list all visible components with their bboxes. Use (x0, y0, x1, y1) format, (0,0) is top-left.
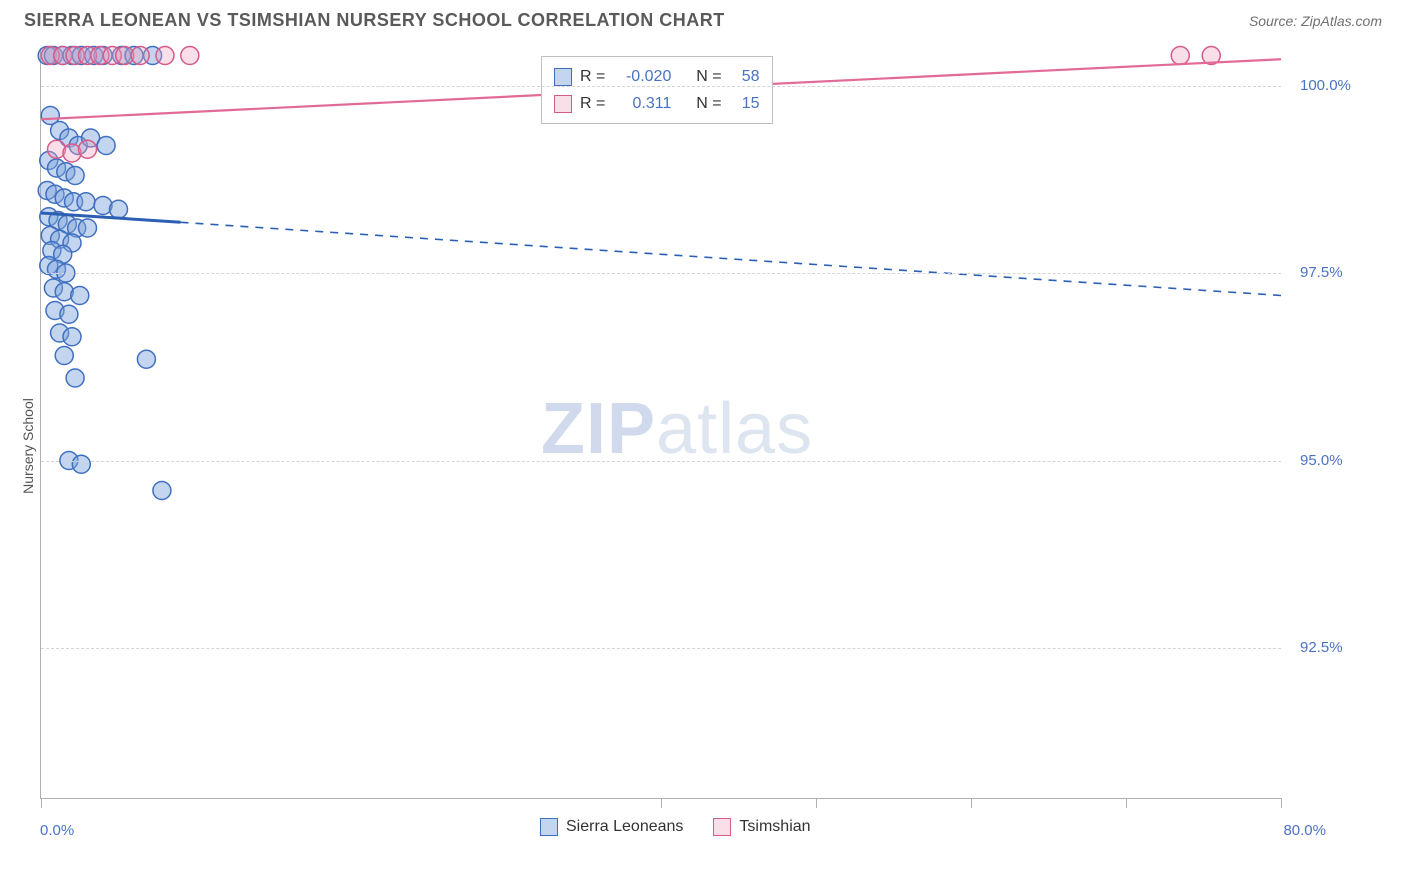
gridline (41, 461, 1281, 462)
x-tick (1126, 798, 1127, 808)
data-point (66, 369, 84, 387)
data-point (55, 347, 73, 365)
r-value-tsimshian: 0.311 (613, 90, 671, 117)
swatch-tsimshian-bottom (713, 818, 731, 836)
x-axis-min-label: 0.0% (40, 822, 74, 839)
y-axis-label: Nursery School (20, 398, 36, 494)
x-tick (41, 798, 42, 808)
data-point (72, 455, 90, 473)
y-tick-label: 100.0% (1300, 77, 1351, 94)
legend-item-sierra: Sierra Leoneans (540, 818, 683, 836)
swatch-sierra-bottom (540, 818, 558, 836)
x-tick (1281, 798, 1282, 808)
data-point (77, 193, 95, 211)
data-point (1171, 47, 1189, 65)
data-point (63, 328, 81, 346)
y-tick-label: 97.5% (1300, 264, 1343, 281)
data-point (131, 47, 149, 65)
data-point (110, 200, 128, 218)
chart-plot-area: ZIPatlas R = -0.020 N = 58 R = 0.311 N =… (40, 48, 1281, 799)
data-point (153, 482, 171, 500)
data-point (60, 305, 78, 323)
legend-row-tsimshian: R = 0.311 N = 15 (554, 90, 760, 117)
source-label: Source: ZipAtlas.com (1249, 13, 1382, 29)
x-axis-max-label: 80.0% (1283, 822, 1326, 839)
data-point (137, 350, 155, 368)
legend-bottom: Sierra Leoneans Tsimshian (540, 818, 811, 836)
data-point (79, 219, 97, 237)
y-tick-label: 92.5% (1300, 639, 1343, 656)
data-point (71, 287, 89, 305)
swatch-tsimshian (554, 95, 572, 113)
scatter-svg (41, 48, 1281, 798)
y-tick-label: 95.0% (1300, 452, 1343, 469)
trend-line-sierra-dashed (181, 222, 1282, 295)
gridline (41, 86, 1281, 87)
data-point (181, 47, 199, 65)
x-tick (661, 798, 662, 808)
data-point (97, 137, 115, 155)
swatch-sierra (554, 68, 572, 86)
x-tick (816, 798, 817, 808)
data-point (66, 167, 84, 185)
data-point (79, 140, 97, 158)
legend-correlation-box: R = -0.020 N = 58 R = 0.311 N = 15 (541, 56, 773, 124)
legend-label-tsimshian: Tsimshian (739, 818, 810, 836)
legend-label-sierra: Sierra Leoneans (566, 818, 683, 836)
chart-title: SIERRA LEONEAN VS TSIMSHIAN NURSERY SCHO… (24, 10, 725, 31)
n-value-tsimshian: 15 (730, 90, 760, 117)
gridline (41, 273, 1281, 274)
legend-item-tsimshian: Tsimshian (713, 818, 810, 836)
data-point (156, 47, 174, 65)
x-tick (971, 798, 972, 808)
gridline (41, 648, 1281, 649)
